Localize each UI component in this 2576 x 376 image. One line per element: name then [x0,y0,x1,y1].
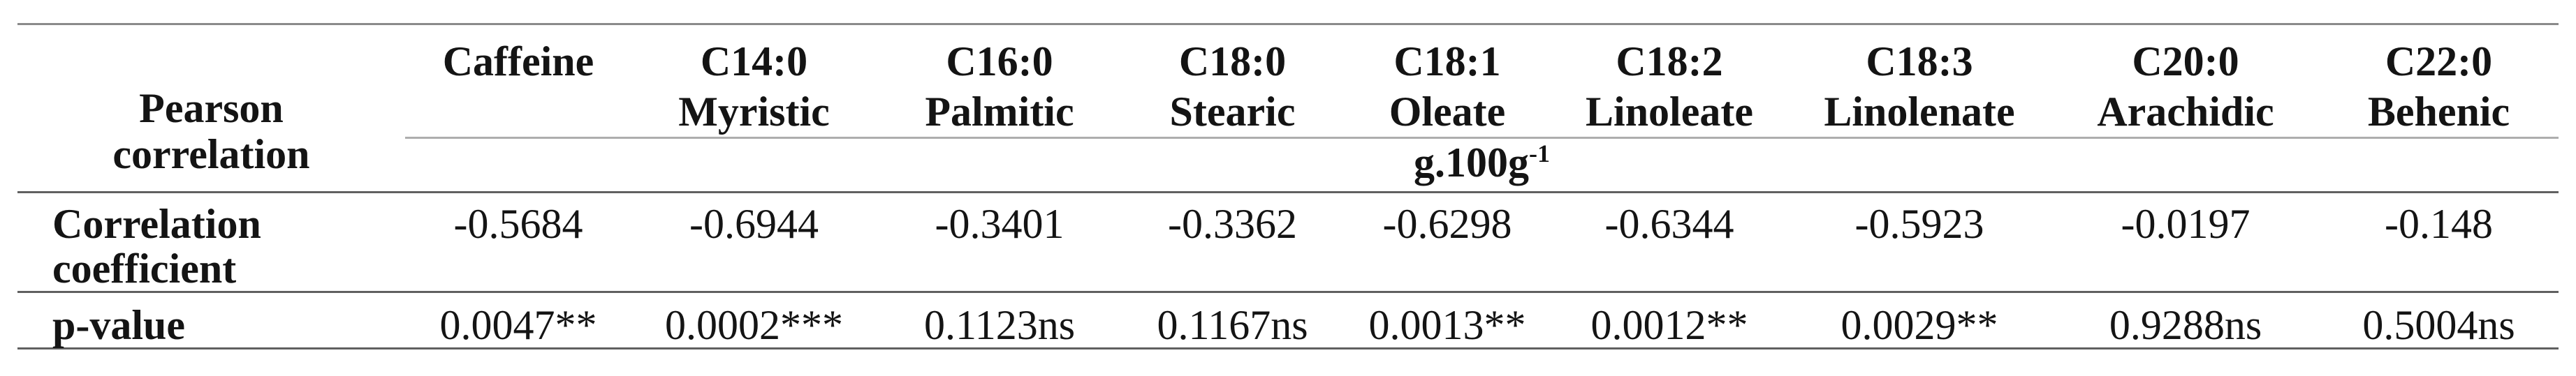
pval-caffeine: 0.0047** [405,292,631,349]
coef-c22: -0.148 [2319,192,2559,293]
coef-c18: -0.3362 [1122,192,1342,293]
pval-c22: 0.5004ns [2319,292,2559,349]
column-header-line2: Behenic [2367,89,2510,135]
coef-c14: -0.6944 [631,192,877,293]
column-header-line1: C20:0 [2132,38,2239,84]
unit-base: g.100g [1414,140,1529,186]
column-header-c16-palmitic: C16:0 Palmitic [877,23,1122,139]
column-header-line1: C14:0 [700,38,808,84]
pval-c14: 0.0002*** [631,292,877,349]
column-header-c18-3-linolenate: C18:3 Linolenate [1787,23,2052,139]
coef-c16: -0.3401 [877,192,1122,293]
pval-c20: 0.9288ns [2052,292,2319,349]
pearson-correlation-table: Pearson correlation Caffeine C14:0 Myris… [17,23,2559,349]
column-header-line2: Linoleate [1586,89,1753,135]
column-header-c18-1-oleate: C18:1 Oleate [1342,23,1552,139]
column-header-line2: Myristic [678,89,830,135]
column-header-c20-arachidic: C20:0 Arachidic [2052,23,2319,139]
unit-exponent: -1 [1529,140,1550,167]
unit-cell-g-per-100g: g.100g-1 [405,137,2559,193]
column-header-c18-stearic: C18:0 Stearic [1122,23,1342,139]
corner-header-pearson-correlation: Pearson correlation [17,23,405,193]
column-header-line2: Arachidic [2097,89,2274,135]
column-header-line2: Linolenate [1824,89,2015,135]
column-header-line1: C22:0 [2385,38,2493,84]
pval-c18-2: 0.0012** [1552,292,1787,349]
pval-c16: 0.1123ns [877,292,1122,349]
column-header-c22-behenic: C22:0 Behenic [2319,23,2559,139]
column-header-c18-2-linoleate: C18:2 Linoleate [1552,23,1787,139]
row-label-correlation-coefficient: Correlation coefficient [17,192,405,293]
column-header-line2: Stearic [1169,89,1296,135]
page: { "table": { "corner_header": "Pearson c… [0,23,2576,376]
column-header-line1: C16:0 [946,38,1053,84]
column-header-caffeine: Caffeine [405,23,631,139]
coef-c18-3: -0.5923 [1787,192,2052,293]
column-header-line1: C18:1 [1393,38,1501,84]
pval-c18: 0.1167ns [1122,292,1342,349]
column-header-line2: Oleate [1389,89,1506,135]
coef-c18-1: -0.6298 [1342,192,1552,293]
column-header-line1: C18:2 [1616,38,1723,84]
row-label-p-value: p-value [17,292,405,349]
coef-c20: -0.0197 [2052,192,2319,293]
coef-caffeine: -0.5684 [405,192,631,293]
column-header-line1: C18:3 [1866,38,1973,84]
column-header-line1: Caffeine [442,38,594,84]
column-header-line1: C18:0 [1178,38,1287,84]
coef-c18-2: -0.6344 [1552,192,1787,293]
column-header-line2: Palmitic [925,89,1074,135]
pval-c18-3: 0.0029** [1787,292,2052,349]
column-header-c14-myristic: C14:0 Myristic [631,23,877,139]
pval-c18-1: 0.0013** [1342,292,1552,349]
